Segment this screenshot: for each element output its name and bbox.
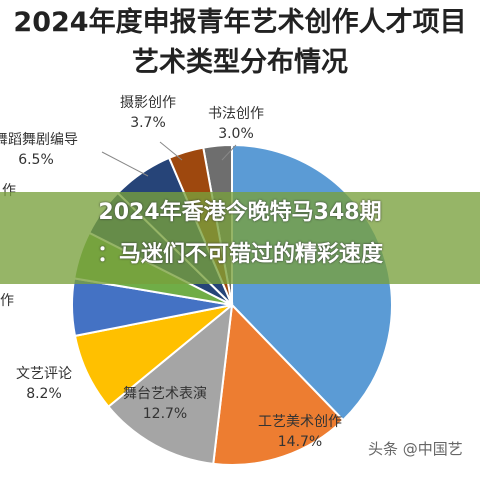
chart-title-line-2: 艺术类型分布情况 xyxy=(132,47,348,78)
leader-line-8 xyxy=(101,151,149,177)
pie-slice-2 xyxy=(212,302,345,466)
banner-text-line-2: ：马迷们不可错过的精彩速度 xyxy=(96,242,383,267)
pie-slice-3 xyxy=(107,302,234,466)
leader-line-9 xyxy=(159,141,183,161)
slice-label-0: 书法创作 xyxy=(208,106,264,122)
slice-value-label-3: 12.7% xyxy=(143,406,187,422)
slice-value-label-2: 14.7% xyxy=(278,434,322,450)
slice-label-4: 文艺评论 xyxy=(16,366,72,382)
slice-value-label-8: 6.5% xyxy=(18,152,54,168)
slice-label-9: 摄影创作 xyxy=(120,95,176,111)
partial-label-1: 作 xyxy=(0,293,14,309)
watermark: 头条 @中国艺 xyxy=(368,440,463,458)
slice-value-label-0: 3.0% xyxy=(218,126,254,142)
overlay-banner xyxy=(0,192,480,284)
slice-value-label-9: 3.7% xyxy=(130,115,166,131)
slice-label-2: 工艺美术创作 xyxy=(258,414,342,430)
banner-text-line-1: 2024年香港今晚特马348期 xyxy=(98,200,382,225)
chart-title-line-1: 2024年度申报青年艺术创作人才项目 xyxy=(13,7,467,38)
leader-line-0 xyxy=(221,144,237,161)
slice-label-8: 舞蹈舞剧编导 xyxy=(0,132,78,148)
slice-value-label-4: 8.2% xyxy=(26,386,62,402)
slice-label-3: 舞台艺术表演 xyxy=(123,386,207,402)
